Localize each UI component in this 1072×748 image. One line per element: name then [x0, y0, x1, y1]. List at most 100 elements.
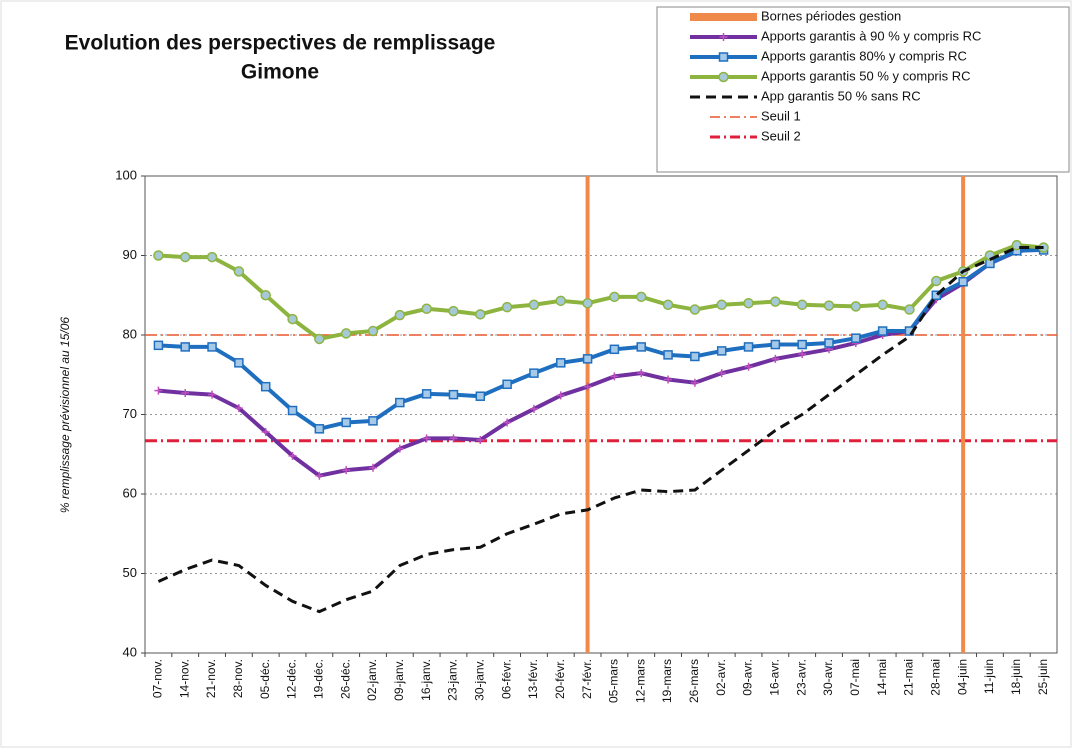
point	[582, 354, 593, 364]
point	[716, 299, 727, 311]
series-line	[158, 243, 1044, 341]
point	[743, 342, 754, 352]
point	[179, 251, 191, 263]
point	[556, 391, 565, 400]
point	[340, 328, 352, 339]
x-tick-label: 05-déc.	[258, 659, 272, 699]
point	[583, 382, 592, 391]
x-tick-label: 16-avr.	[768, 659, 782, 696]
y-tick-label: 90	[123, 247, 137, 262]
point	[771, 354, 780, 363]
y-tick-label: 50	[123, 565, 137, 580]
point	[260, 381, 271, 392]
point	[904, 304, 915, 315]
point	[797, 339, 807, 350]
legend-label: Bornes périodes gestion	[761, 8, 901, 23]
x-tick-label: 09-janv.	[392, 659, 406, 701]
x-tick-label: 04-juin	[955, 659, 969, 695]
point	[287, 313, 298, 325]
y-tick-label: 80	[123, 326, 137, 341]
x-tick-label: 11-juin	[982, 659, 996, 694]
point	[637, 369, 646, 378]
point	[556, 358, 566, 368]
point	[877, 326, 888, 336]
point	[931, 290, 942, 300]
point	[690, 378, 699, 387]
point	[501, 301, 513, 313]
point	[958, 276, 968, 287]
x-tick-label: 27-févr.	[580, 659, 594, 699]
x-tick-label: 07-nov.	[151, 659, 165, 698]
legend-swatch	[690, 13, 757, 21]
point	[609, 344, 620, 355]
point	[260, 290, 271, 301]
point	[503, 418, 512, 427]
x-tick-label: 19-mars	[660, 659, 674, 703]
point	[718, 52, 729, 62]
x-tick-label: 19-déc.	[312, 659, 326, 699]
point	[394, 309, 406, 321]
point	[288, 451, 297, 460]
y-tick-label: 100	[115, 167, 137, 182]
x-tick-label: 12-déc.	[285, 659, 299, 699]
point	[207, 342, 217, 352]
point	[475, 391, 486, 401]
legend-label: Seuil 2	[761, 128, 801, 143]
x-tick-label: 13-févr.	[526, 659, 540, 699]
point	[931, 275, 942, 287]
point	[610, 372, 619, 381]
point	[851, 333, 861, 343]
point	[369, 463, 377, 472]
point	[421, 389, 432, 399]
point	[555, 295, 567, 307]
x-tick-label: 23-janv.	[446, 659, 460, 701]
point	[717, 369, 726, 378]
x-tick-label: 06-févr.	[499, 659, 513, 699]
point	[1011, 239, 1023, 251]
point	[689, 304, 701, 315]
legend-label: Apports garantis à 90 % y compris RC	[761, 28, 981, 43]
point	[690, 351, 700, 362]
x-tick-label: 30-janv.	[472, 659, 486, 701]
x-tick-label: 18-juin	[1009, 659, 1023, 695]
point	[877, 299, 888, 311]
point	[744, 362, 753, 371]
chart-title: Evolution des perspectives de remplissag…	[65, 32, 496, 55]
point	[609, 291, 620, 303]
x-tick-label: 05-mars	[607, 659, 621, 703]
point	[476, 435, 485, 444]
point	[528, 299, 540, 311]
point	[823, 300, 835, 311]
point	[770, 339, 781, 350]
legend-label: Apports garantis 80% y compris RC	[761, 48, 967, 63]
point	[770, 296, 781, 307]
point	[153, 340, 164, 351]
point	[824, 338, 834, 348]
legend-label: Seuil 1	[761, 108, 801, 123]
point	[233, 266, 245, 277]
point	[314, 424, 325, 434]
point	[342, 466, 351, 475]
series-line	[157, 246, 1044, 614]
point	[421, 303, 432, 315]
legend-label: App garantis 50 % sans RC	[761, 88, 921, 103]
x-tick-label: 20-févr.	[553, 659, 567, 699]
x-tick-label: 21-nov.	[204, 659, 218, 698]
y-axis-label: % remplissage prévisionnel au 15/06	[58, 317, 72, 513]
point	[395, 444, 404, 453]
point	[448, 305, 459, 317]
point	[180, 342, 190, 352]
point	[449, 434, 458, 443]
legend	[656, 6, 1070, 173]
point	[798, 350, 807, 359]
point	[181, 389, 190, 398]
x-tick-label: 28-mai	[928, 659, 942, 696]
x-tick-label: 30-avr.	[821, 659, 835, 696]
point	[367, 325, 379, 337]
point	[636, 342, 646, 352]
point	[287, 405, 298, 416]
chart-subtitle: Gimone	[241, 61, 319, 84]
x-tick-label: 23-avr.	[794, 659, 808, 696]
point	[234, 404, 243, 413]
